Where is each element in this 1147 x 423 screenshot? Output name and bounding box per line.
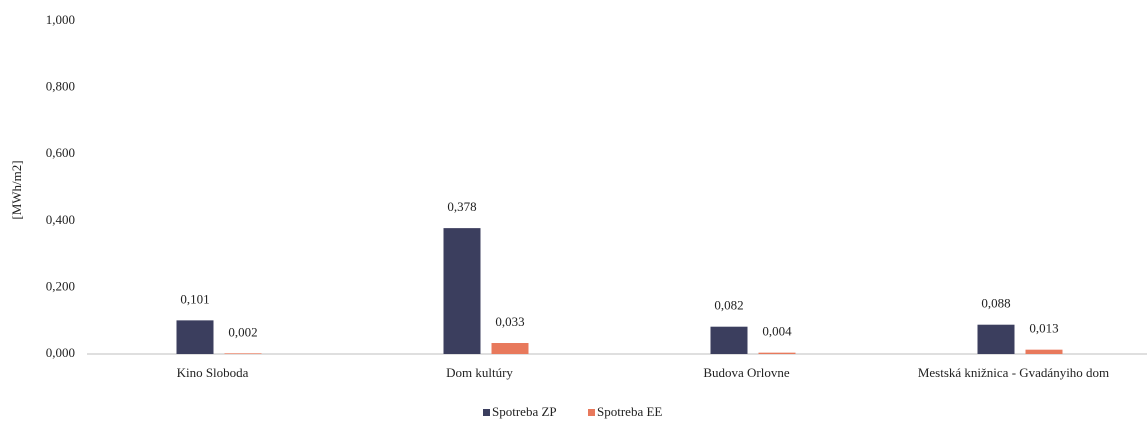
bar	[977, 324, 1015, 354]
data-label: 0,004	[762, 324, 792, 339]
y-tick-label: 0,400	[46, 212, 75, 227]
data-label: 0,378	[447, 199, 476, 214]
x-tick-label: Dom kultúry	[446, 365, 513, 380]
bar	[176, 320, 214, 354]
data-label: 0,088	[981, 296, 1010, 311]
bar	[224, 353, 262, 354]
y-tick-label: 0,000	[46, 345, 75, 360]
bar	[758, 352, 796, 354]
bar	[1025, 349, 1063, 354]
legend-swatch	[588, 409, 595, 416]
legend-label: Spotreba EE	[597, 404, 662, 419]
legend-label: Spotreba ZP	[492, 404, 557, 419]
x-tick-label: Budova Orlovne	[703, 365, 790, 380]
bar	[710, 326, 748, 354]
bar	[443, 228, 481, 354]
x-tick-label: Kino Sloboda	[177, 365, 249, 380]
x-tick-label: Mestská knižnica - Gvadányiho dom	[918, 365, 1109, 380]
y-tick-label: 0,800	[46, 79, 75, 94]
y-axis-label: [MWh/m2]	[9, 160, 24, 219]
y-tick-label: 0,200	[46, 278, 75, 293]
legend-swatch	[483, 409, 490, 416]
data-label: 0,082	[714, 298, 743, 313]
data-label: 0,002	[228, 324, 257, 339]
y-tick-label: 0,600	[46, 145, 75, 160]
y-tick-label: 1,000	[46, 12, 75, 27]
data-label: 0,033	[495, 314, 524, 329]
bar	[491, 343, 529, 354]
data-label: 0,101	[180, 291, 209, 306]
data-label: 0,013	[1029, 321, 1058, 336]
